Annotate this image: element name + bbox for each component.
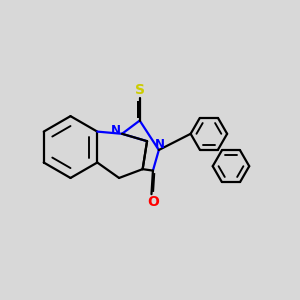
Text: S: S [135,83,145,97]
Text: N: N [155,138,165,151]
Text: O: O [147,195,159,209]
Text: N: N [110,124,121,137]
